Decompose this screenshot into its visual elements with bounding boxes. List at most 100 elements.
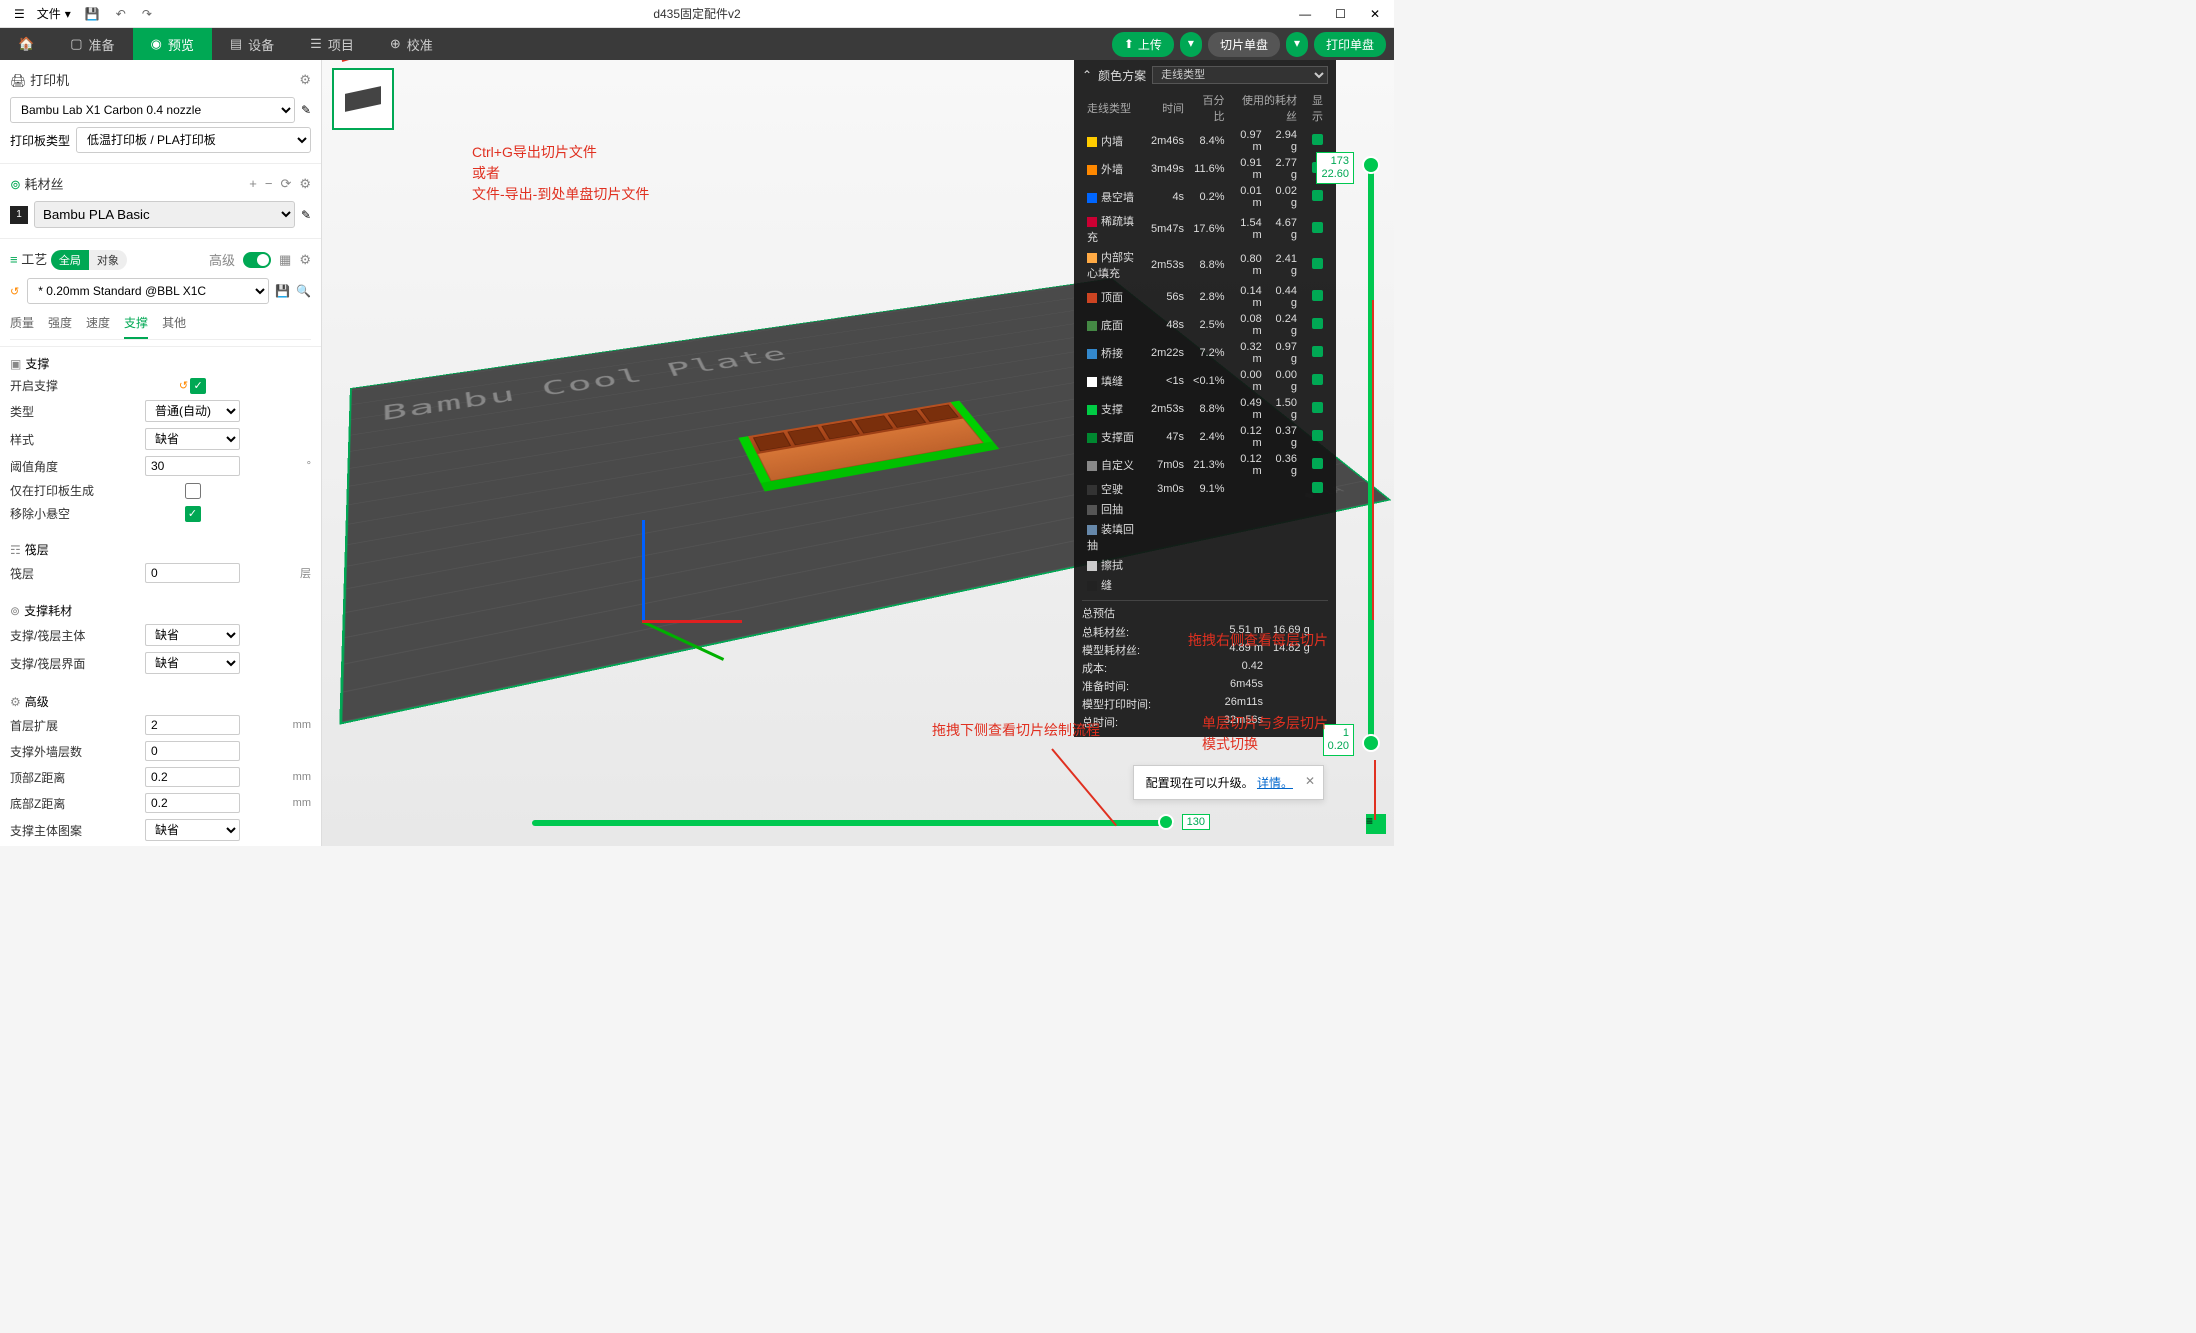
stats-row[interactable]: 支撑面47s2.4%0.12 m0.37 g	[1084, 424, 1326, 450]
filament-section-label: 耗材丝	[25, 177, 64, 192]
raft-input[interactable]	[145, 563, 240, 583]
search-icon[interactable]: 🔍	[296, 284, 311, 298]
stats-row[interactable]: 内墙2m46s8.4%0.97 m2.94 g	[1084, 128, 1326, 154]
eye-icon: ◉	[151, 36, 162, 52]
tab-strength[interactable]: 强度	[48, 314, 72, 339]
stats-row[interactable]: 内部实心填充2m53s8.8%0.80 m2.41 g	[1084, 248, 1326, 282]
stats-row[interactable]: 支撑2m53s8.8%0.49 m1.50 g	[1084, 396, 1326, 422]
process-icon: ≡	[10, 252, 18, 267]
sf-body-select[interactable]: 缺省	[145, 624, 240, 646]
add-filament-icon[interactable]: +	[249, 176, 257, 192]
stats-row[interactable]: 悬空墙4s0.2%0.01 m0.02 g	[1084, 184, 1326, 210]
stats-row[interactable]: 装填回抽	[1084, 520, 1326, 554]
move-slider-track[interactable]	[532, 820, 1174, 826]
global-object-toggle[interactable]: 全局对象	[51, 250, 127, 270]
remove-filament-icon[interactable]: −	[265, 176, 273, 192]
remove-small-checkbox[interactable]: ✓	[185, 506, 201, 522]
stats-row[interactable]: 自定义7m0s21.3%0.12 m0.36 g	[1084, 452, 1326, 478]
layer-mode-toggle[interactable]: ≡	[1366, 814, 1386, 834]
advanced-section-title: 高级	[25, 693, 49, 710]
stats-row[interactable]: 稀疏填充5m47s17.6%1.54 m4.67 g	[1084, 212, 1326, 246]
layer-slider[interactable]: 17322.60 10.20	[1342, 140, 1386, 780]
color-scheme-select[interactable]: 走线类型	[1152, 66, 1328, 84]
print-button[interactable]: 打印单盘	[1314, 32, 1386, 57]
slice-button[interactable]: 切片单盘	[1208, 32, 1280, 57]
onplate-checkbox[interactable]	[185, 483, 201, 499]
support-type-select[interactable]: 普通(自动)	[145, 400, 240, 422]
plate-type-select[interactable]: 低温打印板 / PLA打印板	[76, 127, 311, 153]
stats-row[interactable]: 擦拭	[1084, 556, 1326, 574]
maximize-button[interactable]: ☐	[1329, 5, 1352, 23]
layer-slider-bottom-handle[interactable]	[1362, 734, 1380, 752]
edit-filament-icon[interactable]: ✎	[301, 208, 311, 222]
close-button[interactable]: ✕	[1364, 5, 1386, 23]
support-style-select[interactable]: 缺省	[145, 428, 240, 450]
settings-icon[interactable]: ⚙	[299, 176, 311, 192]
tab-speed[interactable]: 速度	[86, 314, 110, 339]
support-filament-icon: ⊚	[10, 604, 20, 618]
nav-prepare[interactable]: ▢准备	[52, 28, 132, 60]
undo-icon[interactable]: ↶	[108, 5, 134, 23]
advanced-switch[interactable]	[243, 252, 271, 268]
reset-enable-icon[interactable]: ↺	[179, 380, 188, 392]
gear-icon-2[interactable]: ⚙	[299, 252, 311, 268]
stats-row[interactable]: 桥接2m22s7.2%0.32 m0.97 g	[1084, 340, 1326, 366]
tab-other[interactable]: 其他	[162, 314, 186, 339]
notification-link[interactable]: 详情。	[1257, 776, 1293, 790]
stats-row[interactable]: 填缝<1s<0.1%0.00 m0.00 g	[1084, 368, 1326, 394]
col-type: 走线类型	[1084, 90, 1146, 126]
first-layer-expand-input[interactable]	[145, 715, 240, 735]
print-dropdown[interactable]: ▾	[1286, 32, 1308, 57]
save-profile-icon[interactable]: 💾	[275, 284, 290, 298]
minimize-button[interactable]: —	[1293, 5, 1317, 23]
stats-row[interactable]: 底面48s2.5%0.08 m0.24 g	[1084, 312, 1326, 338]
file-menu[interactable]: 文件 ▾	[31, 3, 77, 24]
tab-quality[interactable]: 质量	[10, 314, 34, 339]
process-profile-select[interactable]: * 0.20mm Standard @BBL X1C	[27, 278, 269, 304]
sf-interface-select[interactable]: 缺省	[145, 652, 240, 674]
layer-slider-track[interactable]	[1368, 164, 1374, 744]
printer-select[interactable]: Bambu Lab X1 Carbon 0.4 nozzle	[10, 97, 295, 123]
window-title: d435固定配件v2	[653, 5, 740, 22]
bottom-z-input[interactable]	[145, 793, 240, 813]
tab-support[interactable]: 支撑	[124, 314, 148, 339]
nav-home[interactable]: 🏠	[0, 28, 52, 60]
save-icon[interactable]: 💾	[77, 5, 108, 23]
compare-icon[interactable]: ▦	[279, 252, 291, 268]
notification-close-icon[interactable]: ✕	[1305, 774, 1315, 788]
body-pattern-select[interactable]: 缺省	[145, 819, 240, 841]
layer-slider-top-handle[interactable]	[1362, 156, 1380, 174]
summary-title: 总预估	[1082, 605, 1328, 623]
edit-icon[interactable]: ✎	[301, 103, 311, 117]
nav-calibrate[interactable]: ⊕校准	[372, 28, 451, 60]
summary-row: 准备时间:6m45s	[1082, 677, 1328, 695]
stats-row[interactable]: 缝	[1084, 576, 1326, 594]
upload-dropdown[interactable]: ▾	[1180, 32, 1202, 57]
stats-row[interactable]: 回抽	[1084, 500, 1326, 518]
remove-small-label: 移除小悬空	[10, 505, 110, 522]
viewport-3d[interactable]: Bambu Cool Plate ◆ PLA ⌃	[322, 60, 1394, 846]
nav-preview[interactable]: ◉预览	[133, 28, 212, 60]
hamburger-menu[interactable]: ☰	[8, 5, 31, 23]
top-z-input[interactable]	[145, 767, 240, 787]
nav-project[interactable]: ☰项目	[292, 28, 372, 60]
wall-loops-input[interactable]	[145, 741, 240, 761]
enable-support-checkbox[interactable]: ✓	[190, 378, 206, 394]
plate-thumbnail[interactable]	[332, 68, 394, 130]
threshold-input[interactable]	[145, 456, 240, 476]
stats-row[interactable]: 空驶3m0s9.1%	[1084, 480, 1326, 498]
gear-icon[interactable]: ⚙	[299, 72, 311, 88]
upgrade-notification: 配置现在可以升级。 详情。 ✕	[1133, 765, 1324, 800]
move-slider-handle[interactable]	[1158, 814, 1174, 830]
upload-button[interactable]: ⬆上传	[1112, 32, 1174, 57]
stats-row[interactable]: 顶面56s2.8%0.14 m0.44 g	[1084, 284, 1326, 310]
nav-device[interactable]: ▤设备	[212, 28, 292, 60]
sync-icon[interactable]: ⟳	[280, 176, 291, 192]
filament-select[interactable]: Bambu PLA Basic	[34, 201, 295, 228]
stats-row[interactable]: 外墙3m49s11.6%0.91 m2.77 g	[1084, 156, 1326, 182]
filament-color-swatch[interactable]: 1	[10, 206, 28, 224]
move-slider[interactable]: 130	[532, 820, 1174, 828]
stats-collapse-icon[interactable]: ⌃	[1082, 68, 1092, 82]
reset-profile-icon[interactable]: ↺	[10, 285, 19, 298]
redo-icon[interactable]: ↷	[134, 5, 160, 23]
